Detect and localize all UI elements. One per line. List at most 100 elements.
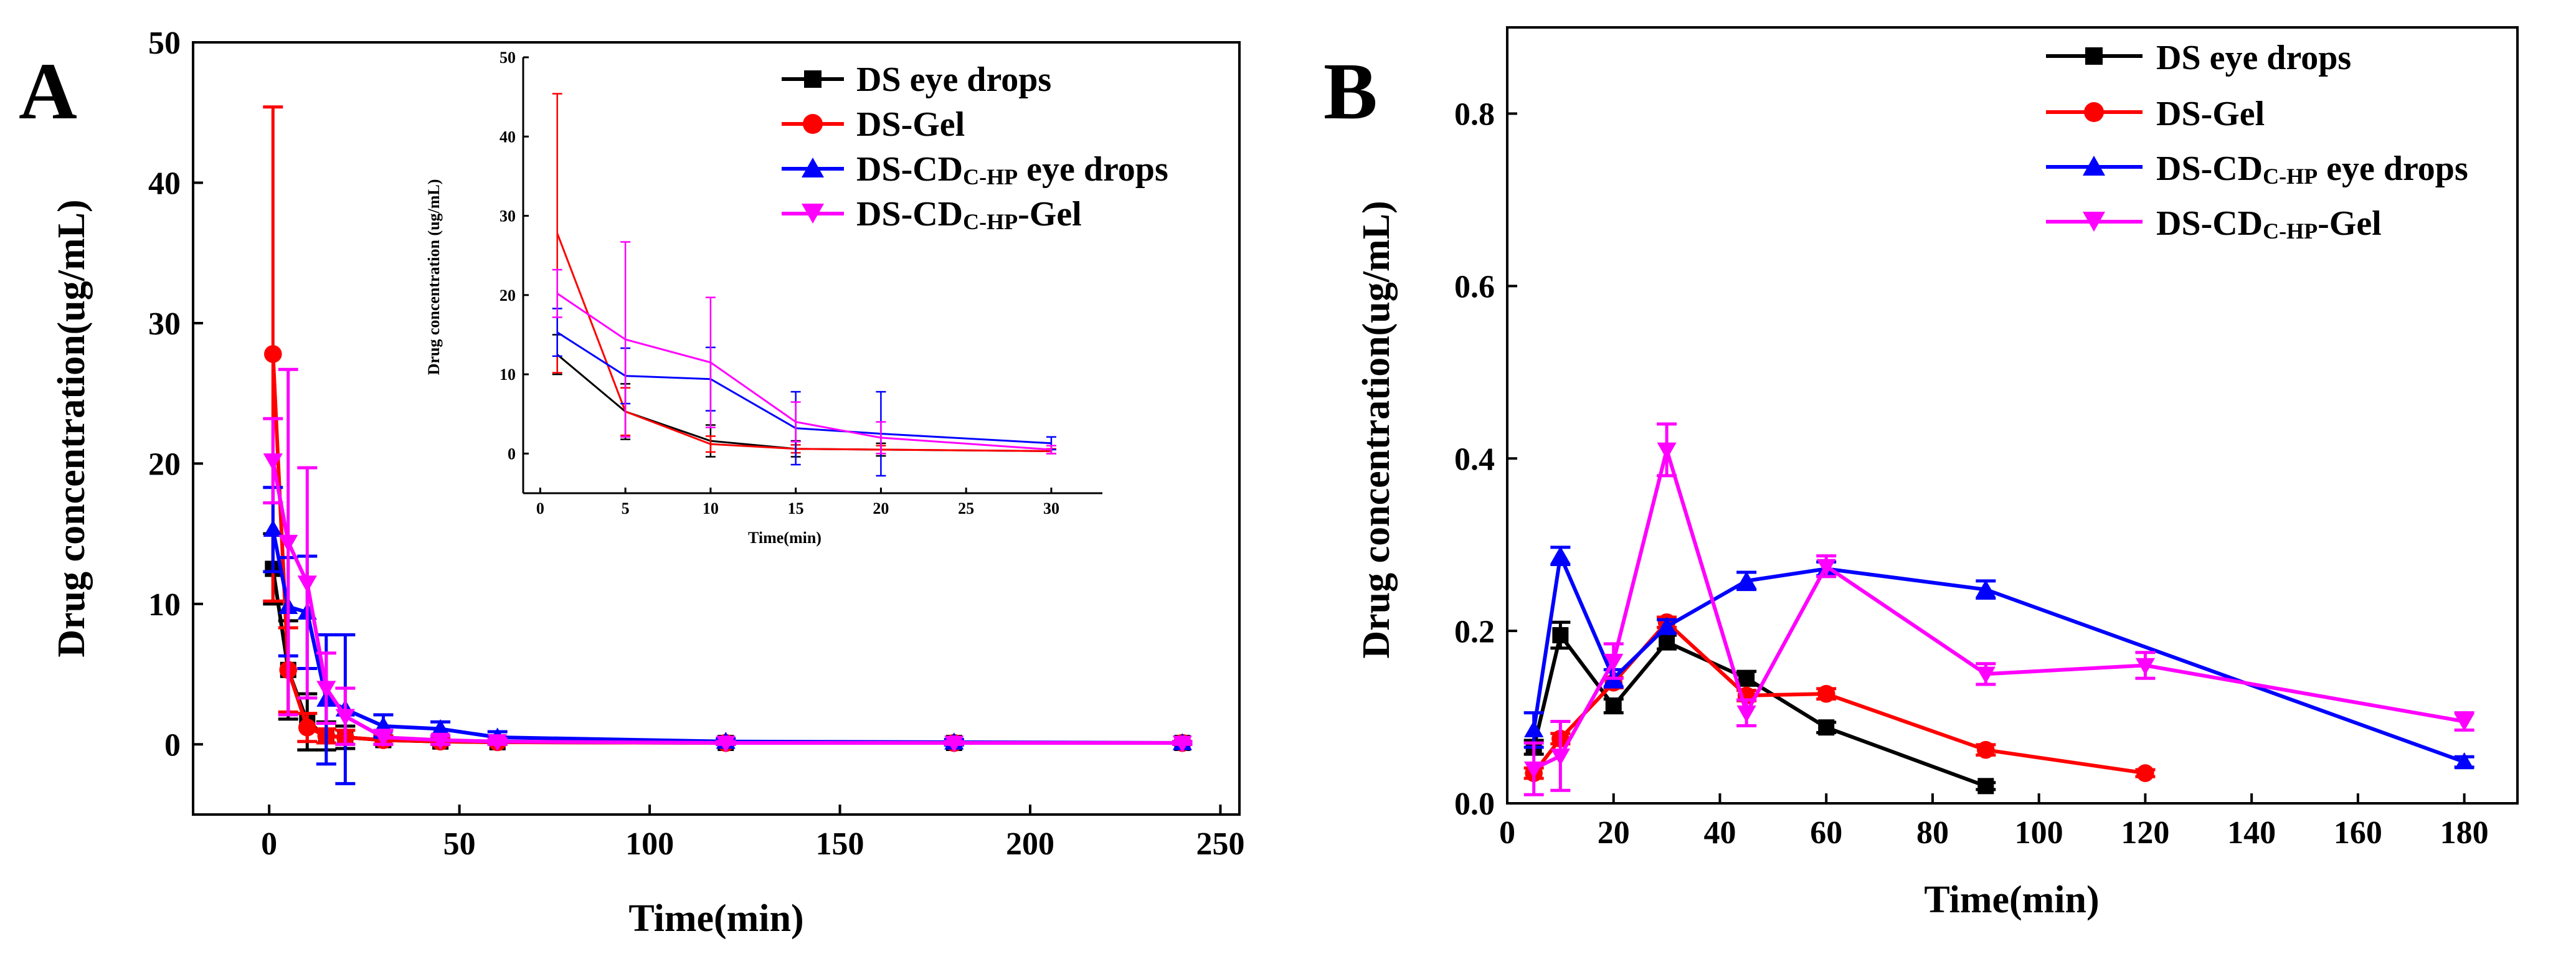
y-tick-label: 20: [148, 447, 181, 483]
data-point-triangle-up: [1976, 580, 1996, 597]
data-point-triangle-down: [1976, 666, 1996, 684]
legend-a-entry-ds-eye-drops: DS eye drops: [782, 60, 1051, 99]
data-point-triangle-down: [1604, 653, 1624, 671]
x-tick-label: 100: [2015, 815, 2063, 851]
data-point-triangle-down: [278, 534, 298, 552]
series-line: [556, 331, 1051, 445]
x-tick-label: 5: [622, 499, 630, 517]
panel-b-y-axis-label: Drug concentration(ug/mL): [1355, 201, 1398, 658]
x-tick-label: 20: [1598, 815, 1630, 851]
panel-a-frame: [192, 41, 1241, 816]
series-ds-cdc-hp-gel: [1523, 422, 2474, 796]
legend-b-entry-ds-cd-gel: DS-CDC-HP-Gel: [2046, 204, 2382, 243]
x-tick-label: 0: [1499, 815, 1515, 851]
series-ds-cdc-hp-gel: [263, 367, 1193, 753]
inset-y-axis-label: Drug concentration (ug/mL): [425, 179, 443, 376]
x-tick-label: 0: [261, 826, 277, 862]
series-3: [552, 241, 1056, 455]
y-tick-label: 30: [500, 207, 516, 225]
data-point-triangle-down: [1816, 559, 1836, 576]
legend-label: DS-CDC-HP eye drops: [2156, 149, 2468, 189]
x-tick-label: 25: [958, 499, 974, 517]
data-point-triangle-down: [716, 735, 736, 753]
legend-circle-marker: [2084, 102, 2104, 122]
data-point-triangle-up: [1657, 616, 1677, 634]
inset-y-ticks: 0 10 20 30 40 50: [500, 49, 529, 463]
series-line: [271, 529, 1183, 745]
panel-a-y-axis-label: Drug concentration(ug/mL): [50, 199, 93, 657]
legend-label: DS-CDC-HP-Gel: [2156, 204, 2382, 243]
series-line: [556, 232, 1051, 452]
x-tick-label: 30: [1043, 499, 1059, 517]
y-tick-label: 10: [500, 366, 516, 384]
panel-a-inset: 0 10 20 30 40 50 0 5 10 15 20 25 30 Time(min) Drug …: [425, 49, 1102, 547]
data-point-triangle-up: [430, 719, 450, 737]
x-tick-label: 100: [625, 826, 674, 862]
data-point-circle: [2136, 764, 2154, 782]
series-line: [1532, 631, 1987, 788]
data-point-triangle-down: [1524, 761, 1544, 779]
panel-b-label: B: [1324, 47, 1378, 136]
y-tick-label: 20: [500, 286, 516, 305]
x-tick-label: 120: [2121, 815, 2169, 851]
series-line: [1532, 620, 2146, 775]
x-tick-label: 20: [873, 499, 889, 517]
y-tick-label: 50: [148, 26, 181, 61]
legend-b-entry-ds-cd-eye-drops: DS-CDC-HP eye drops: [2046, 149, 2468, 189]
x-tick-label: 50: [443, 826, 476, 862]
legend-label: DS eye drops: [2156, 39, 2351, 77]
series-ds-eye-drops: [263, 532, 1193, 752]
panel-b-legend: DS eye drops DS-Gel DS-CDC-HP eye drops …: [2046, 39, 2468, 243]
data-point-triangle-up: [263, 519, 283, 537]
panel-a-y-ticks: 0 10 20 30 40 50: [148, 26, 203, 763]
data-point-triangle-down: [373, 730, 394, 747]
series-ds-eye-drops: [1523, 620, 1996, 795]
panel-a-label: A: [19, 47, 77, 136]
x-tick-label: 250: [1196, 826, 1244, 862]
data-point-triangle-down: [1172, 735, 1192, 753]
x-tick-label: 160: [2334, 815, 2382, 851]
series-line: [556, 293, 1052, 451]
data-point-triangle-up: [1524, 720, 1544, 738]
data-point-triangle-down: [2455, 714, 2474, 732]
data-point-triangle-down: [1550, 749, 1570, 766]
x-tick-label: 40: [1703, 815, 1736, 851]
legend-triangle-up-marker: [802, 158, 824, 177]
data-point-triangle-up: [1550, 546, 1570, 564]
y-tick-label: 0.8: [1454, 97, 1495, 133]
data-point-square: [1977, 778, 1994, 795]
data-point-circle: [1817, 684, 1835, 703]
series-line: [1533, 443, 2465, 771]
x-tick-label: 80: [1916, 815, 1949, 851]
y-tick-label: 0.2: [1454, 614, 1495, 650]
data-point-triangle-up: [1736, 571, 1756, 588]
data-point-triangle-up: [2455, 752, 2474, 770]
inset-series: [552, 93, 1056, 477]
x-tick-label: 10: [703, 499, 719, 517]
legend-a-entry-ds-gel: DS-Gel: [782, 105, 965, 144]
data-point-triangle-down: [430, 732, 450, 750]
data-point-circle: [1977, 740, 1995, 759]
y-tick-label: 40: [148, 166, 181, 202]
legend-label: DS-Gel: [856, 105, 965, 144]
legend-triangle-down-marker: [2083, 212, 2105, 232]
data-point-circle: [298, 718, 316, 737]
data-point-triangle-down: [2135, 658, 2156, 676]
data-point-circle: [263, 345, 282, 363]
panel-b-frame: [1506, 26, 2519, 805]
legend-circle-marker: [803, 114, 823, 134]
panel-b-series: [1523, 422, 2474, 796]
legend-label: DS-Gel: [2156, 95, 2265, 133]
data-point-triangle-down: [335, 709, 355, 726]
legend-triangle-down-marker: [802, 204, 824, 224]
data-point-square: [1605, 697, 1622, 714]
panel-b: B 0.0 0.2 0.4 0.6 0.8 0 20 40 60 80 100 120 140 160 1…: [1324, 26, 2519, 921]
series-line: [271, 569, 1183, 745]
data-point-triangle-down: [263, 453, 283, 471]
legend-b-entry-ds-gel: DS-Gel: [2046, 95, 2265, 133]
legend-label: DS-CDC-HP-Gel: [856, 195, 1082, 234]
legend-square-marker: [2085, 47, 2103, 65]
x-tick-label: 60: [1810, 815, 1842, 851]
